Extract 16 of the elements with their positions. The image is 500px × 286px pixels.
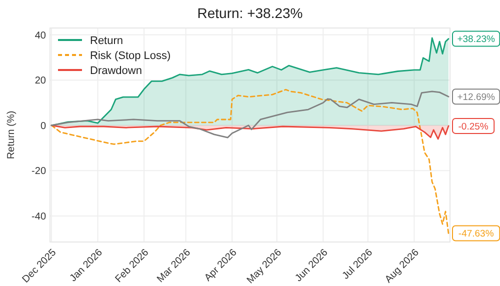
y-tick-label: 20 (34, 76, 46, 87)
y-tick-label: 40 (34, 30, 46, 42)
legend-label: Risk (Stop Loss) (90, 50, 171, 62)
annotation: +12.69% (457, 92, 496, 103)
annotation: -0.25% (458, 121, 489, 132)
annotation: +38.23% (457, 34, 496, 46)
legend-label: Drawdown (90, 64, 142, 77)
legend-label: Return (90, 34, 124, 47)
y-tick-label: -20 (32, 166, 46, 178)
line-series (50, 90, 450, 138)
y-axis-title: Return (%) (6, 110, 17, 160)
y-tick-label: 0 (40, 120, 46, 132)
y-tick-label: -40 (32, 211, 46, 222)
chart-title: Return: +38.23% (197, 5, 303, 21)
annotation: -47.63% (458, 228, 494, 240)
line-series (50, 88, 450, 234)
